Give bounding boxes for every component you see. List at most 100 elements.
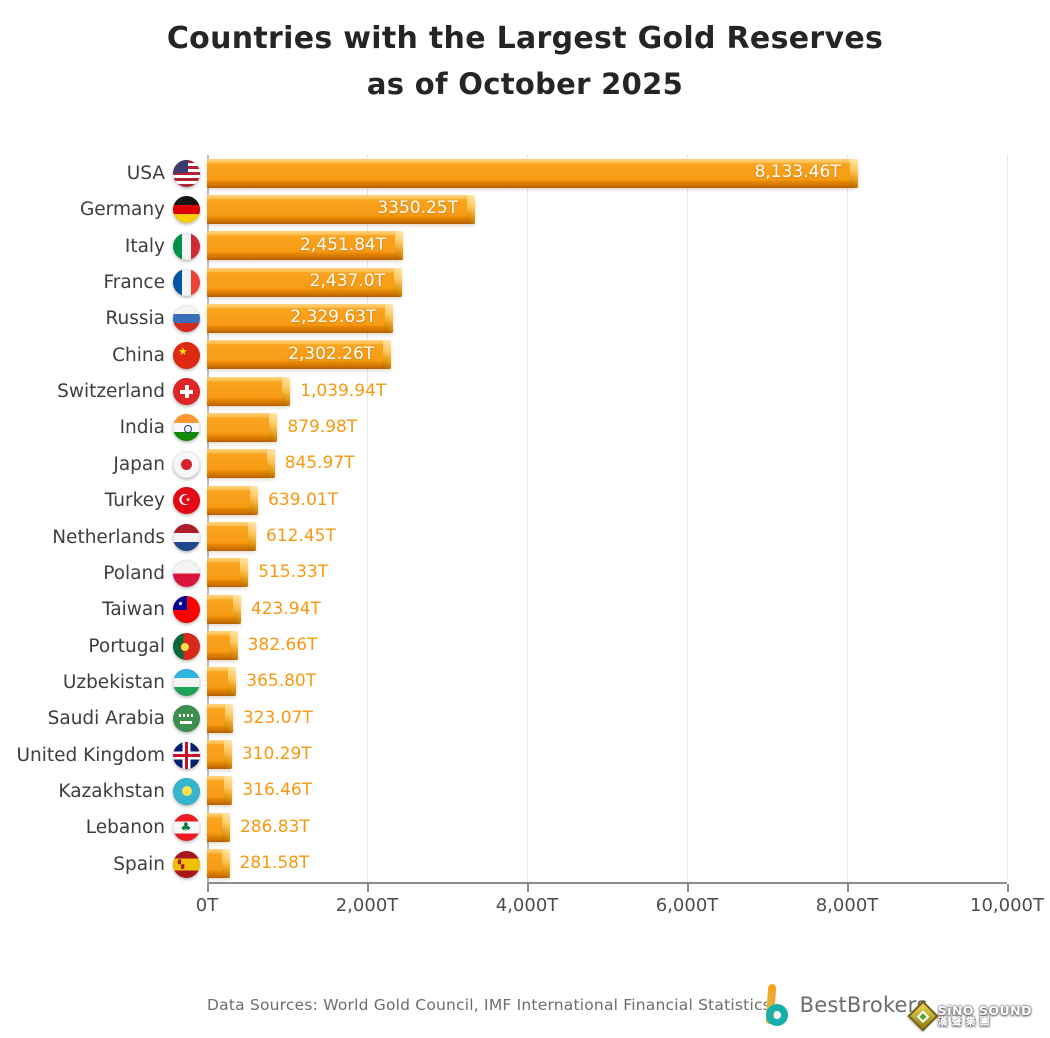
bar-value: 382.66T xyxy=(247,634,318,655)
flag-portugal-icon xyxy=(173,632,200,660)
bar-cell: 365.80T xyxy=(207,667,1007,697)
bar-cell: 639.01T xyxy=(207,485,1007,516)
chart-row: Russia 2,329.63T xyxy=(0,301,1050,337)
gold-bar: 3350.25T xyxy=(207,194,476,224)
flag-turkey-icon xyxy=(173,487,200,515)
row-label-cell: United Kingdom xyxy=(0,741,207,769)
x-axis-line xyxy=(207,882,1009,893)
bar-value: 1,039.94T xyxy=(300,380,387,401)
country-label: Lebanon xyxy=(85,817,165,839)
axis-tick xyxy=(367,884,369,893)
bar-cell: 2,302.26T xyxy=(207,340,1007,370)
row-label-cell: Switzerland xyxy=(0,378,207,406)
bar-chart: USA 8,133.46T Germany 3350.25T Italy 2,451.84… xyxy=(0,155,1050,883)
gold-bar xyxy=(207,485,259,515)
bar-value: 612.45T xyxy=(265,525,336,546)
bar-cell: 2,451.84T xyxy=(207,231,1007,261)
chart-row: Saudi Arabia 323.07T xyxy=(0,701,1050,737)
watermark-line1: SiNO SOUND xyxy=(937,1003,1032,1019)
footer: Data Sources: World Gold Council, IMF In… xyxy=(0,978,1050,1032)
bar-cell: 8,133.46T xyxy=(207,158,1007,189)
row-label-cell: Portugal xyxy=(0,632,207,660)
bar-cell: 316.46T xyxy=(207,776,1007,806)
x-axis-tick-labels: 0T 2,000T 4,000T 6,000T 8,000T 10,000T xyxy=(196,895,1044,923)
bar-cell: 3350.25T xyxy=(207,194,1007,225)
chart-title: Countries with the Largest Gold Reserves… xyxy=(0,0,1050,107)
country-label: India xyxy=(119,417,165,439)
country-label: China xyxy=(112,344,165,366)
gold-bar xyxy=(207,558,249,588)
chart-rows: USA 8,133.46T Germany 3350.25T Italy 2,451.84… xyxy=(0,155,1050,882)
gold-bar xyxy=(207,812,230,842)
chart-row: United Kingdom 310.29T xyxy=(0,737,1050,773)
country-label: Russia xyxy=(105,308,165,330)
chart-row: Japan 845.97T xyxy=(0,446,1050,482)
chart-row: Portugal 382.66T xyxy=(0,628,1050,664)
bar-value: 310.29T xyxy=(241,743,312,764)
gridline xyxy=(527,155,528,883)
bar-cell: 2,329.63T xyxy=(207,303,1007,334)
axis-tick-label: 8,000T xyxy=(815,895,879,917)
chart-row: Poland 515.33T xyxy=(0,555,1050,591)
bar-value: 286.83T xyxy=(239,816,310,837)
bar-value: 365.80T xyxy=(246,671,317,692)
brand-group: BestBrokers SiNO SOUND 漢聲集團 xyxy=(762,982,1032,1032)
row-label-cell: Spain xyxy=(0,850,207,878)
watermark-diamond-icon xyxy=(907,1000,939,1032)
axis-tick xyxy=(1007,884,1009,893)
row-label-cell: Uzbekistan xyxy=(0,668,207,696)
flag-india-icon xyxy=(173,414,200,442)
chart-title-line1: Countries with the Largest Gold Reserves xyxy=(166,21,884,56)
country-label: Poland xyxy=(103,562,165,584)
axis-tick xyxy=(527,884,529,893)
gold-bar xyxy=(207,594,241,624)
flag-saudi-arabia-icon xyxy=(173,705,200,733)
bar-cell: 612.45T xyxy=(207,522,1007,552)
gold-bar xyxy=(207,667,237,697)
gold-bar xyxy=(207,740,232,770)
bar-value: 323.07T xyxy=(242,707,313,728)
bestbrokers-brand-name: BestBrokers xyxy=(799,993,928,1018)
bar-cell: 281.58T xyxy=(207,849,1007,879)
flag-netherlands-icon xyxy=(173,523,200,551)
bestbrokers-logo-icon xyxy=(762,983,794,1027)
flag-japan-icon xyxy=(173,450,200,478)
axis-tick-label: 6,000T xyxy=(655,895,719,917)
bar-value: 2,451.84T xyxy=(300,234,387,255)
gold-bar xyxy=(207,449,275,479)
chart-row: France 2,437.0T xyxy=(0,264,1050,300)
chart-row: Lebanon 286.83T xyxy=(0,810,1050,846)
bar-value: 2,437.0T xyxy=(309,270,385,291)
bar-cell: 2,437.0T xyxy=(207,267,1007,298)
country-label: United Kingdom xyxy=(16,744,166,766)
bar-value: 515.33T xyxy=(258,562,329,583)
country-label: Uzbekistan xyxy=(62,671,165,693)
gridline xyxy=(847,155,848,883)
bar-value: 423.94T xyxy=(250,598,321,619)
axis-tick xyxy=(847,884,849,893)
flag-lebanon-icon xyxy=(173,814,200,842)
data-sources-text: Data Sources: World Gold Council, IMF In… xyxy=(207,996,771,1014)
gold-bar xyxy=(207,849,230,879)
country-label: Taiwan xyxy=(102,599,165,621)
chart-title-line2: as of October 2025 xyxy=(366,67,684,101)
country-label: Switzerland xyxy=(57,381,165,403)
country-label: Japan xyxy=(113,453,165,475)
bar-value: 8,133.46T xyxy=(754,161,841,182)
sino-sound-watermark: SiNO SOUND 漢聲集團 xyxy=(907,1000,1032,1032)
country-label: Saudi Arabia xyxy=(47,708,165,730)
gold-bar xyxy=(207,703,233,733)
flag-france-icon xyxy=(173,269,200,297)
gridline xyxy=(687,155,688,883)
y-axis-line xyxy=(207,155,209,883)
bar-value: 2,302.26T xyxy=(288,343,375,364)
gold-bar xyxy=(207,376,291,406)
country-label: USA xyxy=(126,163,165,185)
country-label: Italy xyxy=(124,235,165,257)
gold-bar: 2,451.84T xyxy=(207,231,404,261)
row-label-cell: Lebanon xyxy=(0,814,207,842)
flag-usa-icon xyxy=(173,160,200,188)
grid xyxy=(207,155,1008,883)
country-label: Netherlands xyxy=(52,526,165,548)
row-label-cell: Russia xyxy=(0,305,207,333)
